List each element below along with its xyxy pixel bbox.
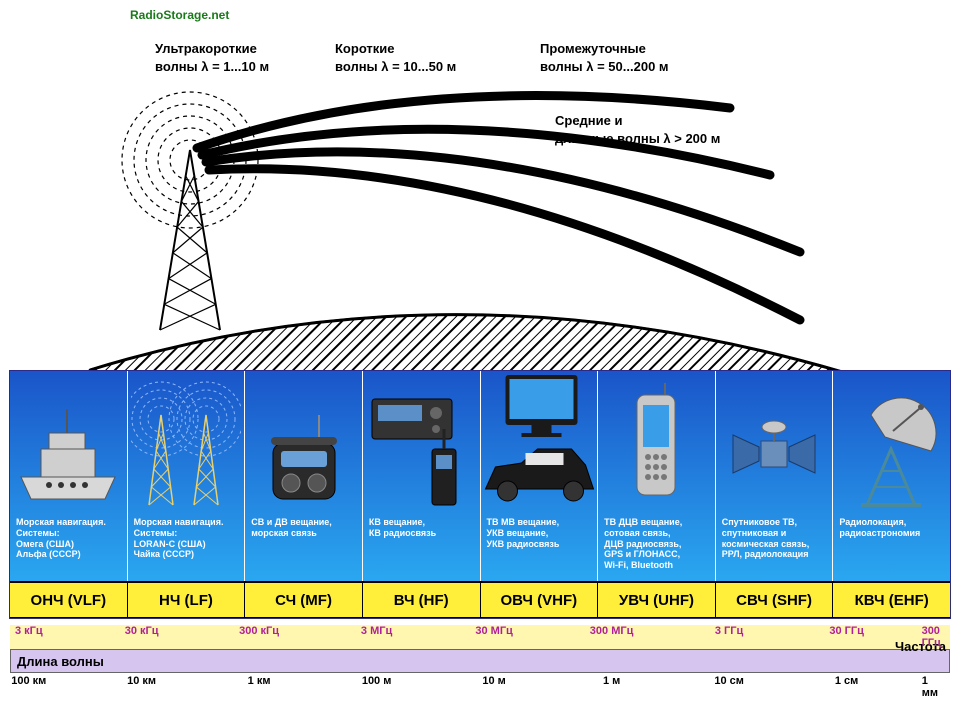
frequency-tick: 3 ГГц [715, 625, 743, 637]
wavelength-tick: 1 км [248, 675, 271, 687]
band-abbreviation: ОВЧ (VHF) [481, 583, 599, 617]
wavelength-tick: 1 мм [922, 675, 941, 699]
band-applications-text: Морская навигация. Системы: Омега (США) … [10, 513, 127, 581]
propagation-svg [0, 0, 960, 370]
band-abbreviation: СЧ (MF) [245, 583, 363, 617]
frequency-tick: 3 кГц [15, 625, 43, 637]
band-applications-text: Радиолокация, радиоастрономия [833, 513, 950, 581]
band-applications-text: ТВ МВ вещание, УКВ вещание, УКВ радиосвя… [481, 513, 598, 581]
band-applications-text: СВ и ДВ вещание, морская связь [245, 513, 362, 581]
wave-propagation-diagram: RadioStorage.net Ультракороткие волны λ … [0, 0, 960, 370]
band-abbreviation-row: ОНЧ (VLF)НЧ (LF)СЧ (MF)ВЧ (HF)ОВЧ (VHF)У… [10, 581, 950, 618]
wave-type-label: Средние и длинные волны λ > 200 м [555, 112, 720, 147]
band-applications-text: КВ вещание, КВ радиосвязь [363, 513, 480, 581]
spectrum-band-cell: Радиолокация, радиоастрономия [833, 371, 950, 581]
band-abbreviation: ОНЧ (VLF) [10, 583, 128, 617]
band-abbreviation: КВЧ (EHF) [833, 583, 950, 617]
band-icon [598, 371, 715, 513]
spectrum-band-cell: Морская навигация. Системы: Омега (США) … [10, 371, 128, 581]
radio-spectrum-chart: Морская навигация. Системы: Омега (США) … [9, 370, 951, 619]
band-abbreviation: НЧ (LF) [128, 583, 246, 617]
frequency-tick: 30 ГГц [829, 625, 864, 637]
band-applications-text: Спутниковое ТВ, спутниковая и космическа… [716, 513, 833, 581]
band-applications-row: Морская навигация. Системы: Омега (США) … [10, 371, 950, 581]
wavelength-label-bar: Длина волны [10, 649, 950, 673]
spectrum-band-cell: КВ вещание, КВ радиосвязь [363, 371, 481, 581]
wavelength-tick: 1 м [603, 675, 620, 687]
band-icon [481, 371, 598, 513]
frequency-scale: Частота 3 кГц30 кГц300 кГц3 МГц30 МГц300… [10, 625, 950, 649]
wavelength-tick: 10 см [714, 675, 744, 687]
band-abbreviation: СВЧ (SHF) [716, 583, 834, 617]
wavelength-tick: 10 км [127, 675, 156, 687]
band-applications-text: Морская навигация. Системы: LORAN-C (США… [128, 513, 245, 581]
band-icon [128, 371, 245, 513]
wave-type-label: Короткие волны λ = 10...50 м [335, 40, 456, 75]
frequency-tick: 30 кГц [125, 625, 159, 637]
spectrum-band-cell: ТВ МВ вещание, УКВ вещание, УКВ радиосвя… [481, 371, 599, 581]
spectrum-band-cell: Морская навигация. Системы: LORAN-C (США… [128, 371, 246, 581]
band-abbreviation: УВЧ (UHF) [598, 583, 716, 617]
frequency-tick: 3 МГц [361, 625, 392, 637]
wavelength-axis-title: Длина волны [17, 654, 104, 669]
wavelength-tick: 1 см [835, 675, 858, 687]
spectrum-band-cell: Спутниковое ТВ, спутниковая и космическа… [716, 371, 834, 581]
band-icon [716, 371, 833, 513]
band-icon [363, 371, 480, 513]
wavelength-tick: 100 м [362, 675, 392, 687]
spectrum-band-cell: ТВ ДЦВ вещание, сотовая связь, ДЦВ радио… [598, 371, 716, 581]
wavelength-scale: 100 км 10 км 1 км 100 м 10 м 1 м 10 см 1 см 1 мм [10, 673, 950, 697]
wave-type-label: Ультракороткие волны λ = 1...10 м [155, 40, 269, 75]
wave-type-label: Промежуточные волны λ = 50...200 м [540, 40, 669, 75]
band-icon [833, 371, 950, 513]
band-icon [245, 371, 362, 513]
frequency-wavelength-scales: Частота 3 кГц30 кГц300 кГц3 МГц30 МГц300… [10, 625, 950, 697]
spectrum-band-cell: СВ и ДВ вещание, морская связь [245, 371, 363, 581]
frequency-tick: 300 ГГц [922, 625, 941, 649]
frequency-tick: 300 МГц [590, 625, 634, 637]
frequency-tick: 30 МГц [475, 625, 512, 637]
wavelength-tick: 100 км [11, 675, 46, 687]
frequency-tick: 300 кГц [239, 625, 279, 637]
band-abbreviation: ВЧ (HF) [363, 583, 481, 617]
wavelength-tick: 10 м [482, 675, 505, 687]
band-applications-text: ТВ ДЦВ вещание, сотовая связь, ДЦВ радио… [598, 513, 715, 581]
band-icon [10, 371, 127, 513]
